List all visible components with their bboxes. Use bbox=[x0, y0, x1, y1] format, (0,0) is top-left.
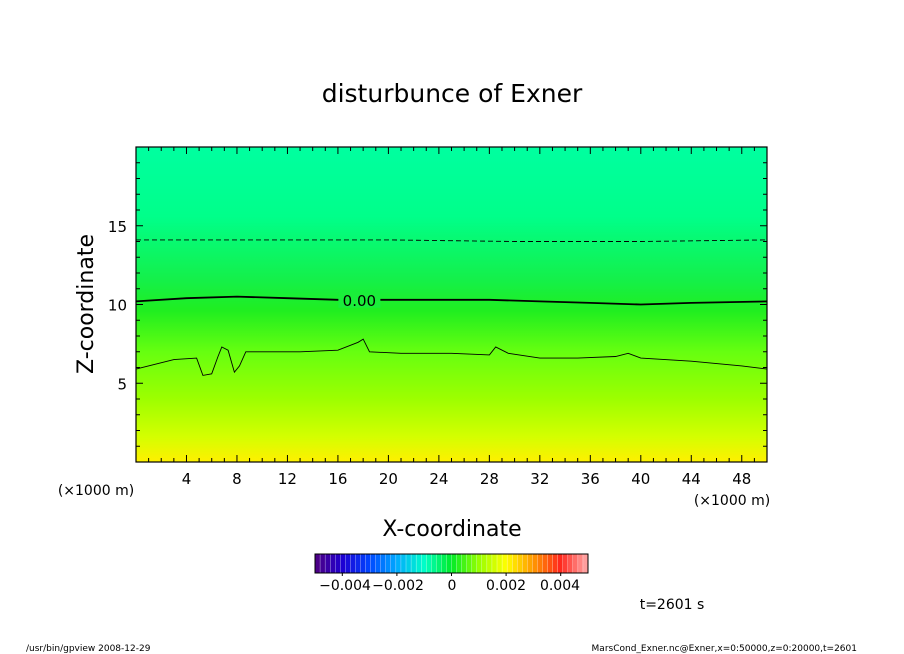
colorbar-cell-9 bbox=[360, 553, 367, 574]
colorbar-tick-label-2: 0 bbox=[448, 578, 457, 594]
colorbar-cell-52 bbox=[577, 553, 584, 574]
colorbar: −0.004 −0.002 0 0.002 0.004 bbox=[314, 553, 589, 594]
y-tick-label-5: 5 bbox=[117, 375, 127, 393]
y-axis-ticks: 5 10 15 bbox=[108, 162, 767, 447]
colorbar-cell-49 bbox=[562, 553, 569, 574]
time-label: t=2601 s bbox=[640, 597, 705, 613]
x-axis-ticks: 4 8 12 16 20 24 28 32 36 40 44 48 bbox=[148, 147, 755, 488]
colorbar-cell-39 bbox=[512, 553, 518, 574]
colorbar-cell-46 bbox=[547, 553, 554, 574]
colorbar-cell-42 bbox=[527, 553, 533, 574]
colorbar-cell-35 bbox=[491, 553, 498, 574]
colorbar-cell-31 bbox=[471, 553, 478, 574]
colorbar-cell-0 bbox=[314, 553, 321, 574]
colorbar-cell-21 bbox=[421, 553, 427, 574]
colorbar-cell-38 bbox=[506, 553, 513, 574]
y-axis-label: Z-coordinate bbox=[74, 234, 99, 374]
colorbar-cell-27 bbox=[451, 553, 458, 574]
colorbar-cell-19 bbox=[410, 553, 417, 574]
colorbar-cell-7 bbox=[350, 553, 357, 574]
x-tick-label-44: 44 bbox=[682, 470, 701, 488]
colorbar-cell-14 bbox=[385, 553, 392, 574]
colorbar-cell-47 bbox=[552, 553, 559, 574]
x-tick-label-32: 32 bbox=[530, 470, 549, 488]
colorbar-tick-label-4: 0.004 bbox=[540, 578, 580, 594]
colorbar-cell-37 bbox=[501, 553, 508, 574]
contour-label-gap bbox=[338, 291, 381, 308]
colorbar-cell-18 bbox=[405, 553, 412, 574]
colorbar-cell-10 bbox=[365, 553, 372, 574]
colorbar-cell-30 bbox=[466, 553, 473, 574]
colorbar-cell-26 bbox=[446, 553, 453, 574]
colorbar-cell-4 bbox=[335, 553, 341, 574]
colorbar-cell-33 bbox=[481, 553, 488, 574]
colorbar-cell-6 bbox=[345, 553, 351, 574]
footer-left: /usr/bin/gpview 2008-12-29 bbox=[26, 644, 151, 654]
x-tick-label-16: 16 bbox=[328, 470, 347, 488]
contour-line-0 bbox=[135, 295, 768, 306]
x-axis-label: X-coordinate bbox=[382, 517, 521, 542]
contour-line-2 bbox=[135, 338, 768, 376]
x-tick-label-28: 28 bbox=[480, 470, 499, 488]
colorbar-tick-label-1: −0.002 bbox=[372, 578, 424, 594]
colorbar-cell-2 bbox=[324, 553, 331, 574]
x-unit-left: (×1000 m) bbox=[58, 483, 134, 499]
colorbar-cell-36 bbox=[496, 553, 503, 574]
colorbar-cell-20 bbox=[415, 553, 422, 574]
colorbar-cell-5 bbox=[340, 553, 346, 574]
colorbar-cells bbox=[314, 553, 589, 574]
contour-layer: 0.00 bbox=[135, 239, 768, 376]
x-tick-label-12: 12 bbox=[278, 470, 297, 488]
colorbar-cell-45 bbox=[542, 553, 549, 574]
colorbar-cell-29 bbox=[461, 553, 468, 574]
x-tick-label-40: 40 bbox=[631, 470, 650, 488]
colorbar-ticks: −0.004 −0.002 0 0.002 0.004 bbox=[319, 573, 580, 594]
colorbar-cell-3 bbox=[330, 553, 336, 574]
y-tick-label-15: 15 bbox=[108, 218, 127, 236]
colorbar-cell-23 bbox=[431, 553, 437, 574]
colorbar-cell-50 bbox=[567, 553, 574, 574]
x-tick-label-36: 36 bbox=[581, 470, 600, 488]
colorbar-cell-44 bbox=[537, 553, 544, 574]
x-tick-label-24: 24 bbox=[429, 470, 448, 488]
colorbar-cell-28 bbox=[456, 553, 463, 574]
x-tick-label-8: 8 bbox=[232, 470, 242, 488]
colorbar-cell-17 bbox=[400, 553, 407, 574]
chart-title: disturbunce of Exner bbox=[322, 79, 583, 108]
y-tick-label-10: 10 bbox=[108, 297, 127, 315]
colorbar-cell-8 bbox=[355, 553, 362, 574]
colorbar-cell-41 bbox=[522, 553, 528, 574]
colorbar-cell-43 bbox=[532, 553, 539, 574]
colorbar-cell-51 bbox=[572, 553, 579, 574]
colorbar-cell-32 bbox=[476, 553, 483, 574]
colorbar-cell-11 bbox=[370, 553, 377, 574]
colorbar-cell-40 bbox=[517, 553, 523, 574]
colorbar-cell-13 bbox=[380, 553, 387, 574]
colorbar-tick-label-0: −0.004 bbox=[319, 578, 371, 594]
colorbar-cell-24 bbox=[436, 553, 442, 574]
colorbar-cell-48 bbox=[557, 553, 564, 574]
colorbar-cell-25 bbox=[441, 553, 448, 574]
field-heatmap bbox=[136, 147, 767, 462]
colorbar-cell-16 bbox=[395, 553, 402, 574]
x-unit-right: (×1000 m) bbox=[694, 493, 770, 509]
x-tick-label-20: 20 bbox=[379, 470, 398, 488]
contour-line-1 bbox=[136, 239, 768, 242]
x-tick-label-4: 4 bbox=[182, 470, 192, 488]
colorbar-cell-1 bbox=[319, 553, 326, 574]
contour-label: 0.00 bbox=[343, 292, 376, 310]
colorbar-cell-34 bbox=[486, 553, 493, 574]
colorbar-cell-22 bbox=[426, 553, 432, 574]
colorbar-tick-label-3: 0.002 bbox=[486, 578, 526, 594]
colorbar-cell-15 bbox=[390, 553, 397, 574]
footer-right: MarsCond_Exner.nc@Exner,x=0:50000,z=0:20… bbox=[592, 644, 857, 654]
colorbar-cell-12 bbox=[375, 553, 382, 574]
x-tick-label-48: 48 bbox=[732, 470, 751, 488]
